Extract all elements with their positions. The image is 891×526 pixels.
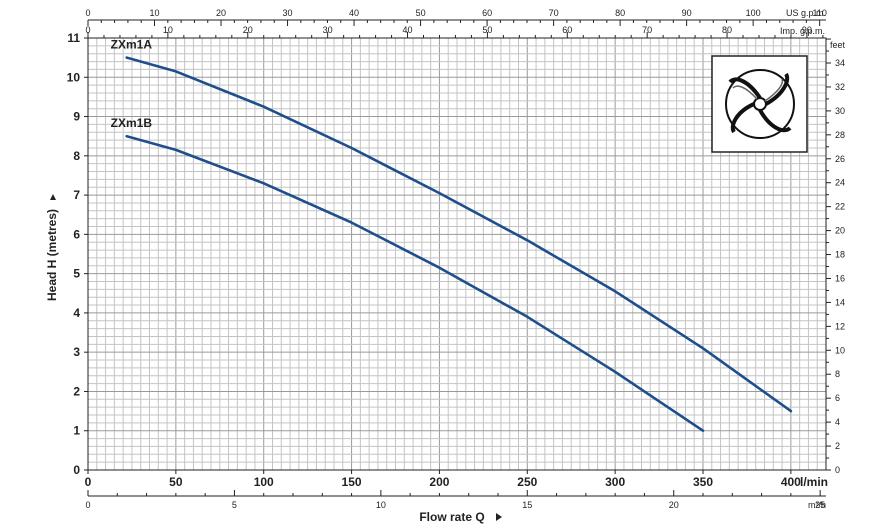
feet-tick-label: 12 [835,321,845,331]
y-tick-label: 11 [67,31,80,45]
x-axis-arrow-icon [496,513,502,521]
x-tick-label: 50 [169,475,183,489]
chart-grid [88,38,826,470]
series-label-zxm1a: ZXm1A [111,38,153,52]
feet-tick-label: 18 [835,250,845,260]
m3h-tick-label: 15 [522,500,532,510]
impeller-icon [711,55,808,153]
m3h-axis-ticks: 0 5 10 15 20 25 [85,490,825,510]
feet-tick-label: 2 [835,441,840,451]
feet-tick-label: 30 [835,106,845,116]
imp-gpm-unit-label: Imp. g.p.m. [780,26,825,36]
us-gpm-tick-label: 90 [682,8,692,18]
feet-tick-label: 4 [835,417,840,427]
imp-gpm-tick-label: 10 [163,25,173,35]
m3h-unit-label: m³/h [808,500,826,510]
x-tick-label: 400 [781,475,801,489]
feet-tick-label: 26 [835,154,845,164]
us-gpm-axis-ticks: 0 10 20 30 40 50 60 70 80 90 100 110 [85,8,827,26]
x-tick-label: 200 [429,475,449,489]
us-gpm-tick-label: 100 [746,8,761,18]
feet-tick-label: 14 [835,297,845,307]
us-gpm-tick-label: 20 [216,8,226,18]
us-gpm-tick-label: 40 [349,8,359,18]
y-axis-label: Head H (metres) [45,209,59,301]
x-tick-label: 350 [693,475,713,489]
feet-tick-label: 10 [835,345,845,355]
feet-tick-label: 24 [835,178,845,188]
m3h-tick-label: 0 [85,500,90,510]
imp-gpm-tick-label: 90 [802,25,812,35]
y-tick-label: 7 [73,188,80,202]
feet-tick-label: 20 [835,226,845,236]
y-axis-ticks: 0 1 2 3 4 5 6 7 8 9 10 11 [67,31,88,477]
y-axis-arrow-icon [50,194,56,200]
us-gpm-tick-label: 30 [283,8,293,18]
series-line-zxm1b [125,134,705,432]
imp-gpm-axis-ticks: 0 10 20 30 40 50 60 70 80 90 [85,25,824,38]
us-gpm-tick-label: 70 [549,8,559,18]
y-tick-label: 1 [73,424,80,438]
imp-gpm-tick-label: 20 [243,25,253,35]
y-tick-label: 2 [73,384,80,398]
us-gpm-tick-label: 10 [150,8,160,18]
x-axis-label: Flow rate Q [419,510,484,524]
feet-tick-label: 22 [835,202,845,212]
y-tick-label: 6 [73,227,80,241]
m3h-tick-label: 25 [815,500,825,510]
x-axis-ticks: 0 50 100 150 200 250 300 350 400 [85,470,801,489]
us-gpm-tick-label: 60 [482,8,492,18]
feet-tick-label: 28 [835,130,845,140]
y-tick-label: 9 [73,110,80,124]
feet-tick-label: 0 [835,465,840,475]
feet-tick-label: 8 [835,369,840,379]
us-gpm-tick-label: 110 [812,8,826,18]
y-tick-label: 5 [73,267,80,281]
m3h-tick-label: 20 [669,500,679,510]
feet-tick-label: 6 [835,393,840,403]
x-tick-label: 100 [254,475,274,489]
feet-unit-label: feet [830,40,846,50]
imp-gpm-tick-label: 80 [722,25,732,35]
feet-tick-label: 32 [835,82,845,92]
m3h-tick-label: 5 [232,500,237,510]
m3h-tick-label: 10 [376,500,386,510]
x-tick-label: 300 [605,475,625,489]
imp-gpm-tick-label: 50 [482,25,492,35]
us-gpm-tick-label: 80 [615,8,625,18]
x-tick-label: 0 [85,475,92,489]
series-line-zxm1a [125,56,793,413]
us-gpm-tick-label: 0 [85,8,90,18]
feet-tick-label: 34 [835,58,845,68]
imp-gpm-tick-label: 40 [403,25,413,35]
series-label-zxm1b: ZXm1B [111,116,153,130]
imp-gpm-tick-label: 60 [562,25,572,35]
imp-gpm-tick-label: 0 [85,25,90,35]
series-labels: ZXm1A ZXm1B [111,38,153,131]
series-lines [125,56,793,432]
x-tick-label: 150 [342,475,362,489]
y-tick-label: 10 [67,70,81,84]
us-gpm-unit-label: US g.p.m. [786,8,826,18]
y-tick-label: 4 [73,306,80,320]
feet-tick-label: 16 [835,273,845,283]
us-gpm-tick-label: 50 [416,8,426,18]
imp-gpm-tick-label: 30 [323,25,333,35]
y-tick-label: 0 [73,463,80,477]
y-tick-label: 3 [73,345,80,359]
x-unit-label: l/min [800,475,828,489]
x-tick-label: 250 [517,475,537,489]
imp-gpm-tick-label: 70 [642,25,652,35]
y-tick-label: 8 [73,149,80,163]
